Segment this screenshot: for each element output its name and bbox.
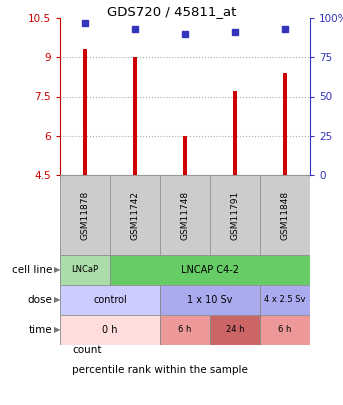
Bar [233,91,237,175]
Text: 4 x 2.5 Sv: 4 x 2.5 Sv [264,296,306,305]
Text: percentile rank within the sample: percentile rank within the sample [72,365,248,375]
Text: 6 h: 6 h [278,326,292,335]
Text: LNCAP C4-2: LNCAP C4-2 [181,265,239,275]
Text: 1 x 10 Sv: 1 x 10 Sv [187,295,233,305]
Bar [110,255,310,285]
Bar [160,315,210,345]
Text: GDS720 / 45811_at: GDS720 / 45811_at [107,5,236,18]
Text: dose: dose [27,295,52,305]
Text: count: count [72,345,102,355]
Bar [160,175,210,255]
Text: GSM11878: GSM11878 [81,190,90,240]
Text: GSM11791: GSM11791 [230,190,239,240]
Bar [183,136,187,175]
Bar [160,285,260,315]
Text: 6 h: 6 h [178,326,192,335]
Bar [60,175,110,255]
Bar [260,285,310,315]
Bar [260,315,310,345]
Bar [210,315,260,345]
Bar [260,175,310,255]
Bar [60,285,160,315]
Text: GSM11748: GSM11748 [180,190,189,240]
Text: 24 h: 24 h [226,326,244,335]
Bar [210,175,260,255]
Text: LNCaP: LNCaP [71,266,98,275]
Text: 0 h: 0 h [102,325,118,335]
Bar [283,73,287,175]
Bar [60,255,110,285]
Text: control: control [93,295,127,305]
Bar [60,315,160,345]
Text: GSM11742: GSM11742 [130,190,140,239]
Text: ▶: ▶ [54,326,60,335]
Text: time: time [28,325,52,335]
Bar [133,57,137,175]
Bar [110,175,160,255]
Text: ▶: ▶ [54,296,60,305]
Bar [83,49,87,175]
Text: ▶: ▶ [54,266,60,275]
Text: GSM11848: GSM11848 [281,190,289,240]
Text: cell line: cell line [12,265,52,275]
